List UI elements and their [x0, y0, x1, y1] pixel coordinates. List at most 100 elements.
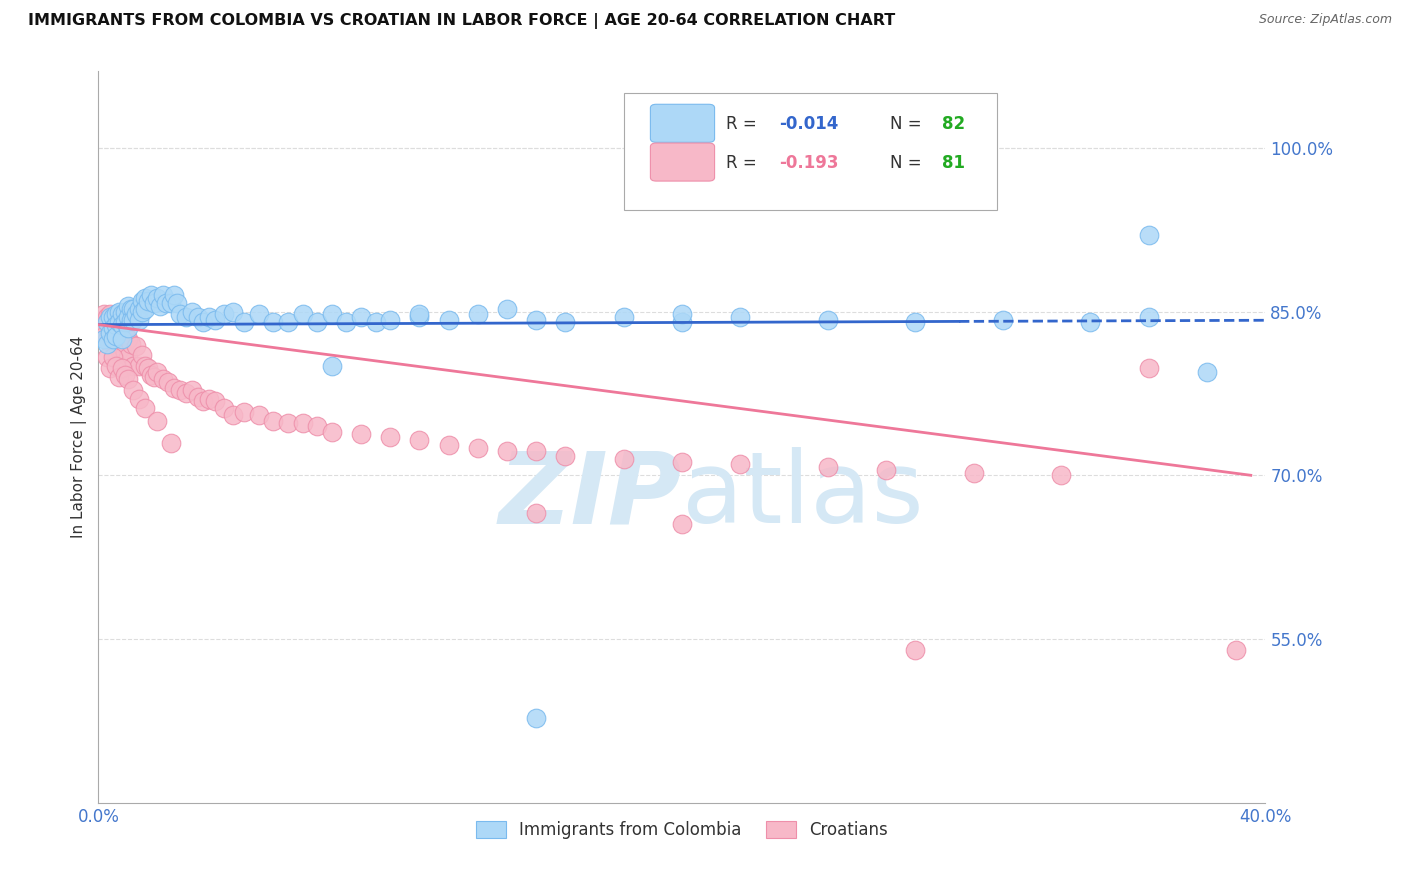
Point [108, 321, 131, 335]
Point [96, 337, 118, 351]
Point [134, 359, 156, 373]
Point [114, 368, 136, 382]
Point [152, 372, 174, 386]
Point [212, 401, 235, 415]
Point [96, 310, 118, 324]
Point [1137, 310, 1160, 324]
Point [136, 361, 159, 376]
Point [134, 292, 156, 306]
Point [122, 383, 145, 397]
Text: R =: R = [727, 153, 762, 172]
Point [98, 310, 121, 324]
Point [408, 434, 430, 448]
Point [120, 313, 142, 327]
Point [96, 351, 118, 365]
Point [104, 328, 127, 343]
Text: Source: ZipAtlas.com: Source: ZipAtlas.com [1258, 13, 1392, 27]
Point [104, 315, 127, 329]
Point [321, 307, 343, 321]
Point [114, 346, 136, 360]
Text: R =: R = [727, 115, 762, 133]
Point [139, 368, 162, 382]
Point [247, 307, 270, 321]
Point [524, 313, 547, 327]
Point [262, 315, 284, 329]
Text: N =: N = [890, 153, 927, 172]
Point [612, 310, 634, 324]
Point [350, 310, 373, 324]
Point [524, 711, 547, 725]
Point [730, 458, 752, 472]
Point [166, 295, 188, 310]
Point [111, 346, 134, 360]
Point [104, 318, 127, 332]
Text: ZIP: ZIP [499, 447, 682, 544]
Point [904, 643, 927, 657]
Point [193, 394, 215, 409]
Point [380, 313, 402, 327]
Point [524, 507, 547, 521]
Point [120, 337, 142, 351]
Point [111, 321, 134, 335]
Point [128, 359, 150, 373]
Point [93, 332, 115, 346]
Point [262, 414, 284, 428]
Point [142, 370, 165, 384]
Point [221, 304, 243, 318]
Point [111, 318, 134, 332]
Point [437, 438, 460, 452]
Point [277, 315, 299, 329]
Point [204, 313, 226, 327]
Point [321, 359, 343, 373]
Point [122, 302, 145, 317]
Point [98, 326, 121, 341]
Point [875, 463, 897, 477]
Point [108, 370, 131, 384]
Point [101, 321, 124, 335]
Point [157, 376, 180, 390]
Point [98, 361, 121, 376]
Point [198, 310, 221, 324]
Point [101, 315, 124, 329]
Point [991, 313, 1014, 327]
Point [142, 295, 165, 310]
Point [180, 304, 202, 318]
Point [117, 372, 139, 386]
Point [114, 324, 136, 338]
Point [90, 318, 112, 332]
Point [93, 307, 115, 321]
Legend: Immigrants from Colombia, Croatians: Immigrants from Colombia, Croatians [468, 814, 896, 846]
Point [671, 517, 693, 532]
Point [128, 392, 150, 406]
Point [554, 449, 576, 463]
Point [160, 435, 183, 450]
Point [134, 401, 156, 415]
Point [671, 455, 693, 469]
Point [307, 419, 329, 434]
Point [187, 310, 209, 324]
Text: 82: 82 [942, 115, 966, 133]
Point [1137, 361, 1160, 376]
Point [904, 315, 927, 329]
Point [117, 332, 139, 346]
Point [169, 307, 191, 321]
Point [321, 425, 343, 439]
Text: -0.193: -0.193 [779, 153, 838, 172]
Point [169, 383, 191, 397]
Point [104, 307, 127, 321]
Point [291, 416, 314, 430]
Point [114, 304, 136, 318]
Point [131, 304, 153, 318]
Point [131, 348, 153, 362]
Point [101, 337, 124, 351]
Point [380, 430, 402, 444]
Point [817, 459, 839, 474]
Point [136, 293, 159, 308]
Point [467, 307, 489, 321]
Point [1080, 315, 1102, 329]
Point [277, 416, 299, 430]
Point [524, 444, 547, 458]
Text: 81: 81 [942, 153, 965, 172]
Point [962, 466, 984, 480]
Point [198, 392, 221, 406]
